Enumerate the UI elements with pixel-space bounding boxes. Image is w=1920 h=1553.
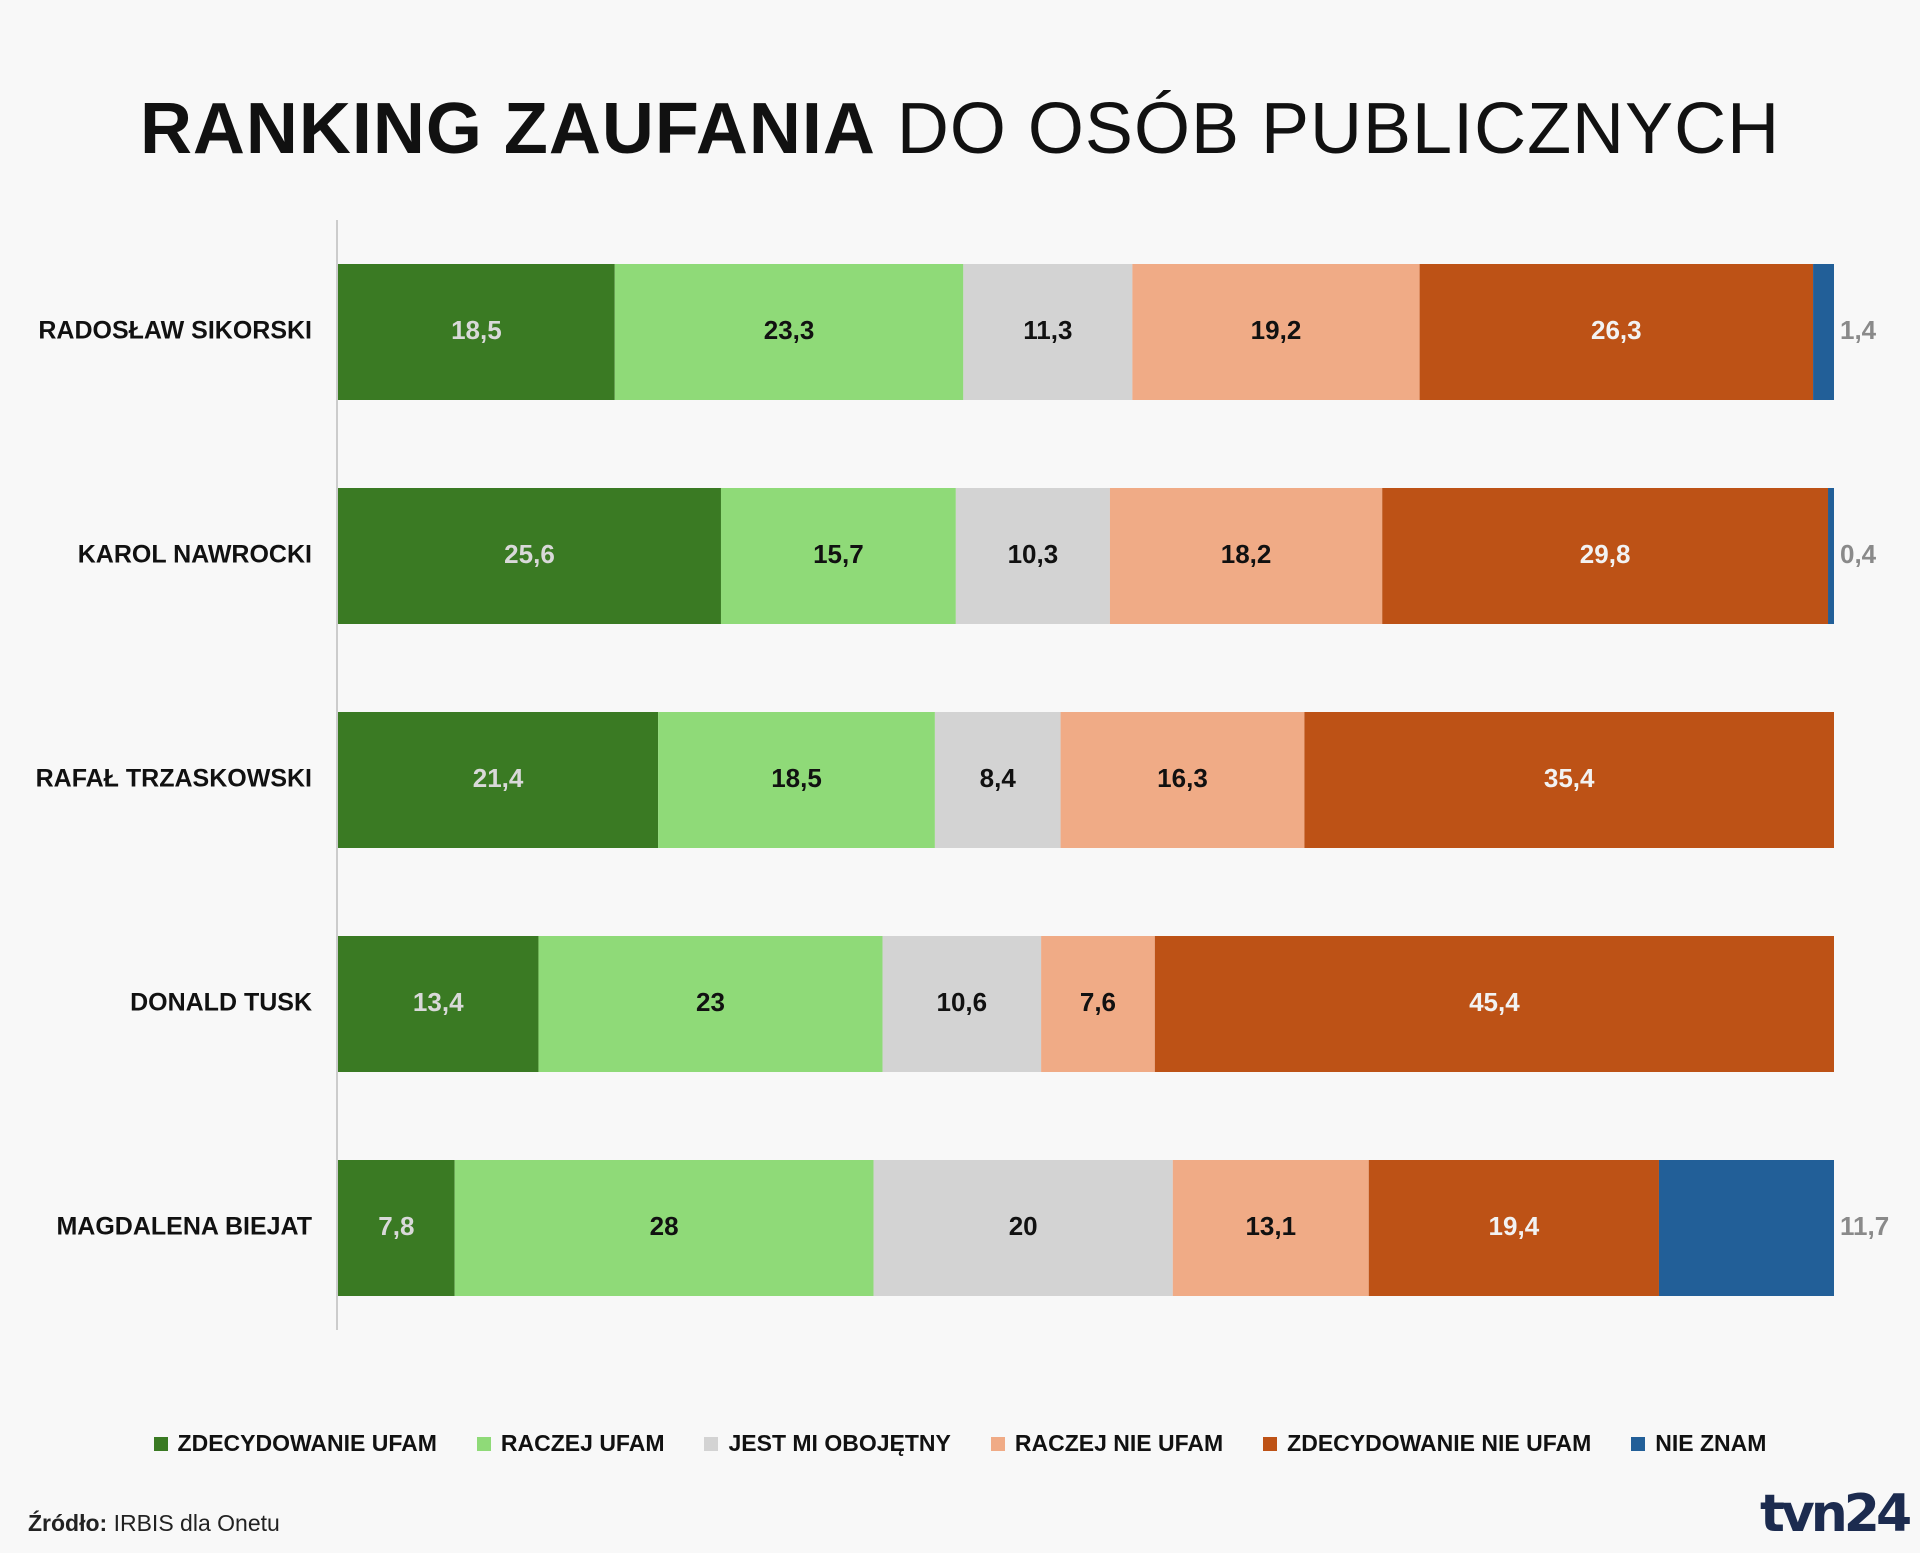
bar-segment — [1041, 936, 1155, 1072]
bar-segment — [963, 264, 1133, 400]
data-label: 18,2 — [1221, 539, 1272, 569]
chart-title: RANKING ZAUFANIA DO OSÓB PUBLICZNYCH — [0, 88, 1920, 170]
data-label: 25,6 — [504, 539, 555, 569]
bar-segment — [338, 712, 659, 848]
bar-segment — [338, 936, 539, 1072]
bar-segment — [338, 1160, 455, 1296]
data-label: 13,4 — [413, 987, 464, 1017]
bar-segment — [1382, 488, 1829, 624]
source-label: Źródło: — [28, 1510, 108, 1536]
data-label: 45,4 — [1469, 987, 1520, 1017]
data-label: 1,4 — [1840, 315, 1877, 345]
data-label: 8,4 — [980, 763, 1017, 793]
legend-item: ZDECYDOWANIE UFAM — [153, 1430, 437, 1457]
legend-item: ZDECYDOWANIE NIE UFAM — [1263, 1430, 1591, 1457]
legend-swatch — [153, 1436, 168, 1451]
source-note: Źródło: IRBIS dla Onetu — [28, 1510, 280, 1537]
legend-label: NIE ZNAM — [1655, 1430, 1767, 1456]
data-label: 26,3 — [1591, 315, 1642, 345]
source-text: IRBIS dla Onetu — [113, 1510, 280, 1536]
category-label: MAGDALENA BIEJAT — [56, 1213, 312, 1241]
bar-segment — [1368, 1160, 1659, 1296]
data-label: 23,3 — [764, 315, 815, 345]
data-label: 7,8 — [378, 1211, 414, 1241]
bar-segment — [338, 264, 615, 400]
chart-title-light: DO OSÓB PUBLICZNYCH — [896, 89, 1781, 169]
bar-segment — [658, 712, 935, 848]
legend-swatch — [990, 1436, 1005, 1451]
data-label: 18,5 — [451, 315, 502, 345]
bar-segment — [1828, 488, 1834, 624]
data-label: 28 — [650, 1211, 679, 1241]
tvn24-logo: tvn24 — [1760, 1484, 1912, 1544]
chart-legend: ZDECYDOWANIE UFAM RACZEJ UFAM JEST MI OBOJ… — [0, 1430, 1920, 1457]
data-label: 19,2 — [1251, 315, 1302, 345]
data-label: 7,6 — [1080, 987, 1116, 1017]
bar-segment — [1060, 712, 1305, 848]
data-label: 20 — [1009, 1211, 1038, 1241]
category-label: KAROL NAWROCKI — [78, 541, 312, 569]
bar-segment — [873, 1160, 1173, 1296]
bar-segment — [1658, 1160, 1834, 1296]
category-label: RADOSŁAW SIKORSKI — [38, 317, 312, 345]
chart-title-bold: RANKING ZAUFANIA — [139, 89, 876, 169]
legend-label: RACZEJ UFAM — [500, 1430, 665, 1456]
bar-segment — [1304, 712, 1834, 848]
legend-label: RACZEJ NIE UFAM — [1014, 1430, 1224, 1456]
data-label: 11,3 — [1023, 315, 1072, 345]
bar-segment — [720, 488, 956, 624]
legend-item: RACZEJ UFAM — [476, 1430, 665, 1457]
bar-segment — [338, 488, 721, 624]
legend-item: RACZEJ NIE UFAM — [990, 1430, 1224, 1457]
legend-label: ZDECYDOWANIE UFAM — [177, 1430, 437, 1456]
data-label: 29,8 — [1580, 539, 1631, 569]
legend-item: JEST MI OBOJĘTNY — [704, 1430, 951, 1457]
legend-swatch — [476, 1436, 491, 1451]
legend-swatch — [1263, 1436, 1278, 1451]
data-label: 10,6 — [937, 987, 988, 1017]
data-label: 35,4 — [1544, 763, 1595, 793]
data-label: 18,5 — [771, 763, 822, 793]
bar-segment — [1132, 264, 1420, 400]
data-label: 23 — [696, 987, 725, 1017]
category-label: DONALD TUSK — [130, 989, 312, 1017]
legend-swatch — [704, 1436, 719, 1451]
bar-segment — [934, 712, 1061, 848]
bar-segment — [1419, 264, 1814, 400]
bar-segment — [614, 264, 964, 400]
legend-label: JEST MI OBOJĘTNY — [728, 1430, 951, 1456]
data-label: 19,4 — [1489, 1211, 1540, 1241]
data-label: 0,4 — [1840, 539, 1877, 569]
category-label: RAFAŁ TRZASKOWSKI — [36, 765, 312, 793]
data-label: 13,1 — [1245, 1211, 1296, 1241]
data-label: 11,7 — [1840, 1211, 1889, 1241]
bar-segment — [882, 936, 1042, 1072]
bar-segment — [1109, 488, 1383, 624]
data-label: 16,3 — [1157, 763, 1208, 793]
bar-segment — [1172, 1160, 1369, 1296]
legend-swatch — [1631, 1436, 1646, 1451]
legend-item: NIE ZNAM — [1631, 1430, 1766, 1457]
bar-segment — [454, 1160, 874, 1296]
bar-segment — [1813, 264, 1834, 400]
bar-segment — [955, 488, 1110, 624]
stacked-bar-chart: RADOSŁAW SIKORSKI 18,5 23,3 11,3 19,2 26,3 1,4… — [36, 220, 1889, 1330]
bar-segment — [1154, 936, 1834, 1072]
data-label: 15,7 — [813, 539, 864, 569]
data-label: 21,4 — [473, 763, 524, 793]
legend-label: ZDECYDOWANIE NIE UFAM — [1287, 1430, 1592, 1456]
data-label: 10,3 — [1008, 539, 1059, 569]
bar-segment — [538, 936, 883, 1072]
